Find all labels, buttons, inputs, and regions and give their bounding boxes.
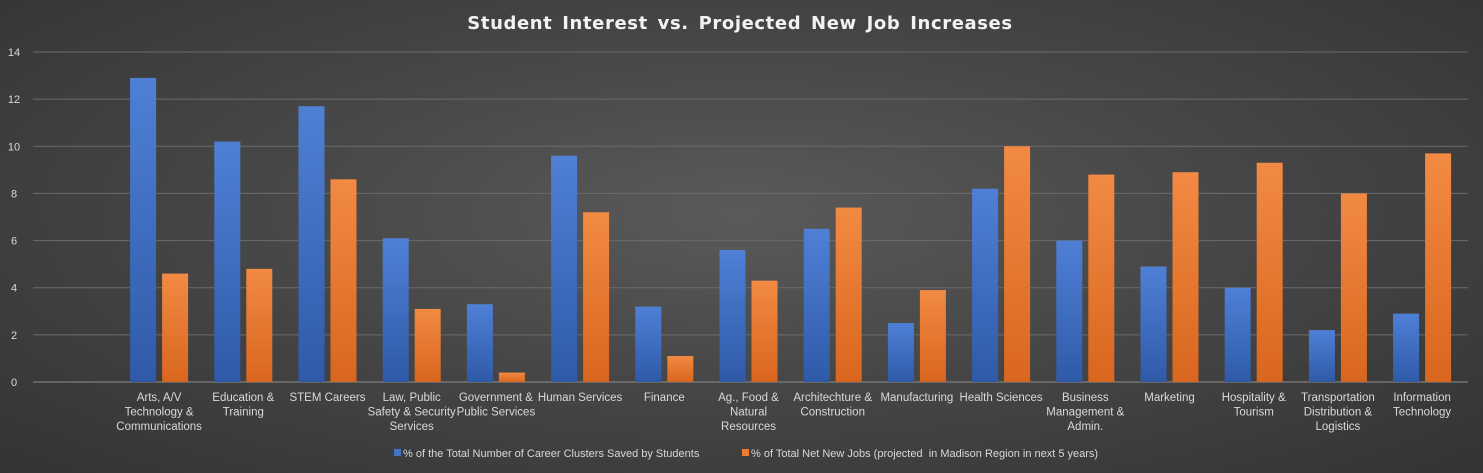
x-tick-label: Manufacturing: [880, 392, 953, 404]
x-tick-label-line: Human Services: [538, 392, 623, 404]
bar-new-jobs: [1256, 162, 1283, 382]
x-tick-label-line: STEM Careers: [289, 392, 365, 404]
x-tick-label-line: Services: [390, 421, 434, 433]
bar-new-jobs: [583, 212, 610, 382]
bar-new-jobs: [414, 308, 441, 382]
x-tick-label-line: Information: [1393, 392, 1451, 404]
x-tick-label-line: Finance: [644, 392, 685, 404]
bar-new-jobs: [835, 207, 862, 382]
x-tick-label-line: Government &: [459, 392, 533, 404]
bar-new-jobs: [919, 290, 946, 382]
bar-new-jobs: [162, 273, 189, 382]
x-tick-label-line: Logistics: [1316, 421, 1361, 433]
x-tick-label-line: Technology: [1393, 407, 1451, 419]
bar-student-interest: [466, 304, 493, 382]
legend-label: % of Total Net New Jobs (projected in Ma…: [751, 448, 1098, 460]
bar-student-interest: [719, 250, 746, 382]
x-tick-label-line: Management &: [1046, 407, 1124, 419]
legend-swatch: [394, 449, 401, 456]
x-tick-label: Health Sciences: [960, 392, 1043, 404]
bar-student-interest: [382, 238, 409, 382]
x-tick-label-line: Construction: [800, 407, 865, 419]
x-tick-label-line: Transportation: [1301, 392, 1375, 404]
x-tick-label: Transportation Distribution & Logistics: [1301, 392, 1375, 433]
y-tick-label: 10: [8, 141, 20, 153]
bar-student-interest: [1056, 240, 1083, 382]
x-axis-ticks: Arts, A/V Technology & Communications Educa…: [116, 392, 1451, 433]
bar-student-interest: [1393, 313, 1420, 382]
bar-new-jobs: [498, 372, 525, 382]
bar-new-jobs: [1088, 174, 1115, 382]
x-tick-label-line: Technology &: [125, 407, 194, 419]
bar-new-jobs: [667, 356, 694, 382]
y-tick-label: 6: [11, 236, 17, 248]
x-tick-label: Arts, A/V Technology & Communications: [116, 392, 202, 433]
x-tick-label: Government & Public Services: [457, 392, 536, 419]
x-tick-label-line: Training: [223, 407, 264, 419]
x-tick-label-line: Communications: [116, 421, 202, 433]
y-tick-label: 2: [11, 330, 17, 342]
bar-new-jobs: [1004, 146, 1031, 382]
bar-new-jobs: [751, 280, 778, 382]
x-tick-label: Marketing: [1144, 392, 1195, 404]
bar-new-jobs: [246, 268, 273, 382]
y-axis-ticks: 0 2 4 6 8 10 12 14: [8, 47, 20, 389]
y-tick-label: 0: [11, 377, 17, 389]
bar-student-interest: [803, 228, 830, 382]
x-tick-label-line: Marketing: [1144, 392, 1195, 404]
y-tick-label: 14: [8, 47, 20, 59]
bar-student-interest: [130, 77, 157, 382]
bar-student-interest: [1224, 287, 1251, 382]
bar-new-jobs: [1425, 153, 1452, 382]
bar-new-jobs: [1172, 172, 1199, 382]
x-tick-label-line: Admin.: [1067, 421, 1103, 433]
legend-swatch: [742, 449, 749, 456]
x-tick-label: Business Management & Admin.: [1046, 392, 1124, 433]
x-tick-label: Human Services: [538, 392, 623, 404]
x-tick-label: Ag., Food & Natural Resources: [718, 392, 779, 433]
x-tick-label: Information Technology: [1393, 392, 1451, 419]
x-tick-label-line: Safety & Security: [368, 407, 456, 419]
bar-student-interest: [972, 188, 999, 382]
bar-student-interest: [1140, 266, 1167, 382]
bar-student-interest: [214, 141, 241, 382]
x-tick-label-line: Arts, A/V: [137, 392, 182, 404]
legend: % of the Total Number of Career Clusters…: [394, 448, 1098, 460]
x-tick-label-line: Law, Public: [383, 392, 441, 404]
y-tick-label: 8: [11, 188, 17, 200]
bar-student-interest: [887, 323, 914, 382]
x-tick-label-line: Resources: [721, 421, 776, 433]
bar-student-interest: [298, 106, 325, 382]
y-tick-label: 4: [11, 283, 17, 295]
x-tick-label: Architechture & Construction: [793, 392, 872, 419]
x-tick-label-line: Ag., Food &: [718, 392, 779, 404]
x-tick-label-line: Natural: [730, 407, 767, 419]
chart-title: Student Interest vs. Projected New Job I…: [467, 13, 1012, 34]
x-tick-label-line: Education &: [212, 392, 274, 404]
x-tick-label-line: Tourism: [1234, 407, 1274, 419]
x-tick-label-line: Architechture &: [793, 392, 872, 404]
x-tick-label-line: Manufacturing: [880, 392, 953, 404]
x-tick-label: Education & Training: [212, 392, 274, 419]
x-tick-label: Hospitality & Tourism: [1222, 392, 1286, 419]
bar-new-jobs: [330, 179, 357, 382]
bar-new-jobs: [1340, 193, 1367, 382]
y-tick-label: 12: [8, 94, 20, 106]
bars: [130, 77, 1452, 382]
legend-label: % of the Total Number of Career Clusters…: [403, 448, 700, 460]
bar-student-interest: [635, 306, 662, 382]
x-tick-label-line: Hospitality &: [1222, 392, 1286, 404]
x-tick-label: Law, Public Safety & Security Services: [368, 392, 456, 433]
x-tick-label-line: Health Sciences: [960, 392, 1043, 404]
x-tick-label: Finance: [644, 392, 685, 404]
x-tick-label-line: Business: [1062, 392, 1109, 404]
x-tick-label-line: Public Services: [457, 407, 536, 419]
bar-student-interest: [1308, 330, 1335, 382]
x-tick-label: STEM Careers: [289, 392, 365, 404]
x-tick-label-line: Distribution &: [1304, 407, 1373, 419]
bar-student-interest: [551, 155, 578, 382]
